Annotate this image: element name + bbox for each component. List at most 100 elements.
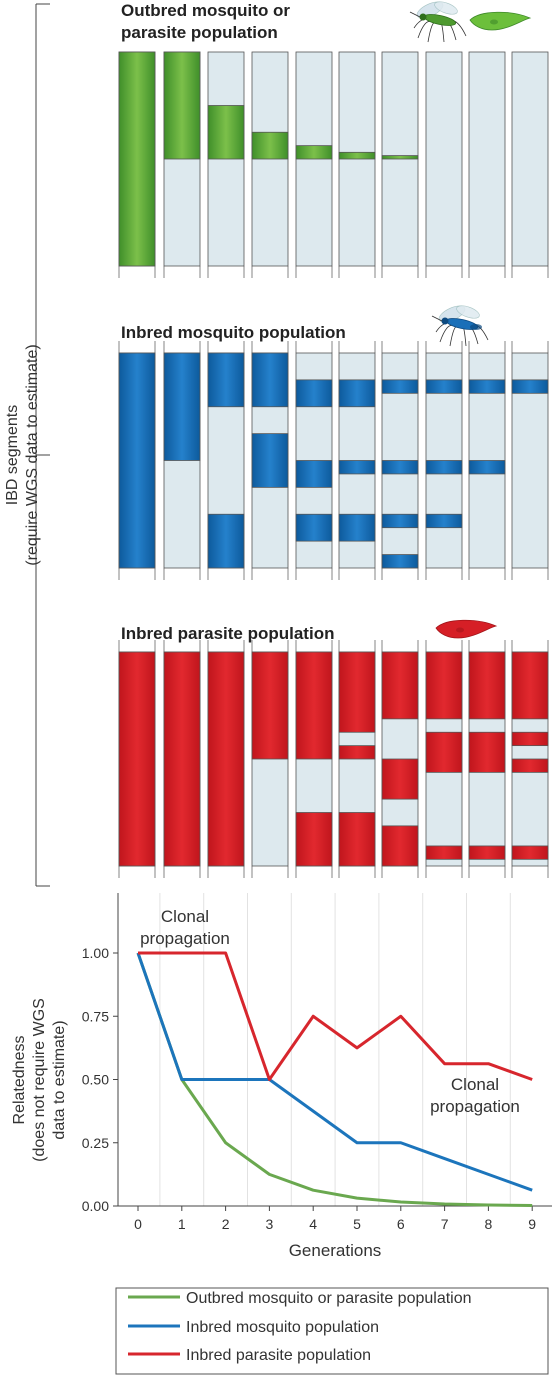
chromosome-column [381,640,419,878]
ibd-segment [338,745,376,760]
chromosome-column [425,51,463,278]
x-tick-label: 4 [309,1216,317,1232]
chromosome-column [511,51,549,278]
panel-inbred-parasite: Inbred parasite population [118,619,549,878]
x-tick-label: 6 [397,1216,405,1232]
panel-title: parasite population [121,23,278,42]
ibd-segment [511,651,549,720]
chromosome-column [295,341,333,580]
chromosome-column [207,640,245,878]
ibd-segment [425,460,463,475]
y-tick-label: 0.00 [82,1198,109,1214]
chromosome-column [207,51,245,278]
chromosome-column [381,51,419,278]
x-tick-label: 0 [134,1216,142,1232]
ibd-segment [163,51,201,160]
chromosome-column [251,51,289,278]
x-tick-label: 3 [266,1216,274,1232]
chromosome-column [295,51,333,278]
ibd-segment [163,651,201,867]
ibd-segment [338,379,376,408]
parasite-icon [469,11,532,31]
x-tick-label: 9 [528,1216,536,1232]
annotation-clonal-propagation: Clonal propagation [140,907,230,948]
ibd-segment [381,460,419,475]
annotation-line: propagation [140,929,230,948]
panel-title: Outbred mosquito or [121,1,290,20]
chromosome-column [207,341,245,580]
y-tick-label: 0.75 [82,1008,109,1024]
chart-grid [159,893,511,1206]
legend-label-inbred-mosquito: Inbred mosquito population [186,1319,379,1336]
chromosome-column [118,51,156,278]
y-axis-label-line: (does not require WGS [31,998,48,1162]
x-tick-label: 1 [178,1216,186,1232]
x-tick-label: 8 [485,1216,493,1232]
chromosome-column [511,341,549,580]
legend-box [115,1287,549,1375]
chromosome-column [251,640,289,878]
ibd-segment [425,513,463,529]
chromosome-column [163,341,201,580]
ibd-segment [295,460,333,488]
y-tick-label: 0.50 [82,1072,109,1088]
chromosome-column [425,640,463,878]
ibd-segment [468,651,506,720]
ibd-segment [118,651,156,867]
ibd-segment [338,460,376,475]
ibd-segment [295,145,333,160]
ibd-segment [295,513,333,542]
ibd-segment [338,151,376,160]
parasite-icon [435,619,498,639]
ibd-segment [251,131,289,160]
ibd-segment [468,731,506,773]
ibd-segment [381,554,419,569]
ibd-segment [381,513,419,529]
chromosome-column [118,341,156,580]
ibd-segment [295,379,333,408]
ibd-segment [425,845,463,860]
ibd-segment [468,460,506,475]
ibd-segment [468,379,506,394]
ibd-segment [118,352,156,569]
ibd-segment [295,812,333,867]
ibd-segment [511,731,549,747]
ibd-segment [425,651,463,720]
x-tick-label: 5 [353,1216,361,1232]
y-tick-label: 0.25 [82,1135,109,1151]
chromosome-column [163,51,201,278]
legend-label-outbred: Outbred mosquito or parasite population [186,1290,472,1307]
ibd-segment [381,155,419,160]
ibd-bracket [35,3,50,887]
ibd-segment [381,379,419,394]
y-axis-label-line: Relatedness [11,1036,28,1125]
ibd-segment [381,825,419,867]
annotation-line: propagation [430,1097,520,1116]
ibd-segment [251,352,289,408]
panel-title: Inbred mosquito population [121,323,346,342]
ibd-segment [251,651,289,760]
ibd-segment [163,352,201,461]
annotation-line: Clonal [451,1075,499,1094]
annotation-clonal-propagation: Clonal propagation [430,1075,520,1116]
series-line-inbred-mosquito [136,952,533,1192]
ibd-segment [207,105,245,160]
ibd-side-label: IBD segments (require WGS data to estima… [4,344,41,565]
y-axis-label: Relatedness (does not require WGS data to … [11,998,68,1162]
panel-title: Inbred parasite population [121,624,334,643]
side-label-line2: (require WGS data to estimate) [24,344,41,565]
y-axis-label-line: data to estimate) [51,1020,68,1139]
panel-inbred-mosquito: Inbred mosquito population [118,305,549,580]
ibd-segment [295,651,333,760]
ibd-segment [425,731,463,773]
ibd-segment [381,758,419,800]
chromosome-column [468,341,506,580]
x-axis-label: Generations [289,1241,382,1260]
chromosome-column [251,341,289,580]
relatedness-chart: 0.00 0.25 0.50 0.75 1.00 0 1 2 3 4 5 6 7 8 9 Generation… [11,893,552,1260]
chromosome-column [338,51,376,278]
mosquito-icon [431,305,489,347]
chromosome-column [295,640,333,878]
chromosome-column [338,341,376,580]
